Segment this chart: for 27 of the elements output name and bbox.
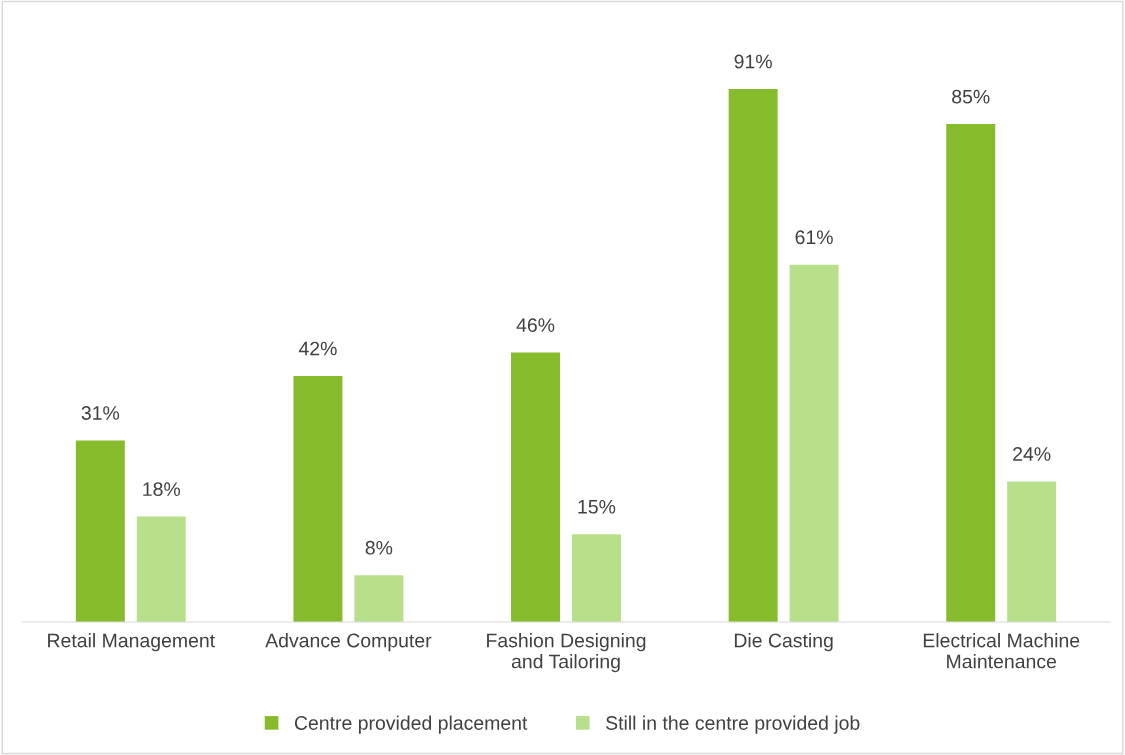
data-label: 42% <box>298 341 337 356</box>
x-tick-label: Retail Management <box>48 633 215 652</box>
bar <box>136 516 186 622</box>
data-label: 8% <box>365 540 393 555</box>
data-label: 61% <box>795 230 833 245</box>
bar <box>571 534 621 622</box>
bar <box>789 264 839 622</box>
data-label: 18% <box>143 482 181 497</box>
data-label: 91% <box>734 54 772 69</box>
x-tick-label: Fashion Designing and Tailoring <box>487 633 646 673</box>
x-tick-label: Die Casting <box>734 633 833 652</box>
bar <box>728 88 778 622</box>
bar <box>511 352 561 622</box>
data-label: 24% <box>1013 447 1051 461</box>
bar <box>75 440 125 622</box>
bar <box>293 375 343 622</box>
data-label: 85% <box>952 89 990 104</box>
legend-label: Centre provided placement <box>294 715 528 734</box>
x-tick-label: Electrical Machine Maintenance <box>923 633 1080 669</box>
data-label: 31% <box>81 406 120 420</box>
bar <box>946 124 996 622</box>
data-label: 15% <box>578 499 616 514</box>
legend-label: Still in the centre provided job <box>606 715 860 734</box>
bar <box>354 575 404 622</box>
x-tick-label: Advance Computer <box>265 633 432 652</box>
bar <box>1007 481 1057 622</box>
data-label: 46% <box>516 318 555 333</box>
